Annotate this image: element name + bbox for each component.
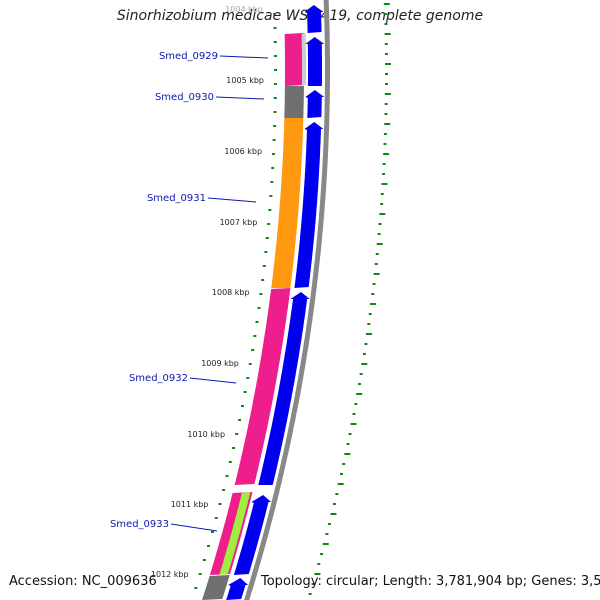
gene-slot-smed-0932: [234, 288, 291, 485]
backbone-ring: [244, 0, 330, 600]
ruler-label: 1010 kbp: [187, 430, 225, 439]
gene-slot-accent-top: [301, 33, 306, 86]
cds-arrow-1: [304, 5, 324, 33]
ruler-label: 1012 kbp: [151, 570, 189, 579]
gene-leader-line: [219, 55, 269, 59]
gene-label-smed-0932: Smed_0932: [129, 373, 188, 384]
ruler-label: 1011 kbp: [171, 500, 209, 509]
ruler-label: 1008 kbp: [212, 288, 250, 297]
cds-arrow-6: [233, 495, 272, 575]
gene-slot-smed-0931: [271, 118, 304, 288]
gene-label-smed-0933: Smed_0933: [110, 519, 169, 530]
topology-text: Topology: circular; Length: 3,781,904 bp…: [261, 574, 600, 589]
ruler-label: 1006 kbp: [224, 147, 262, 156]
cds-arrow-2: [305, 37, 325, 86]
gene-label-smed-0930: Smed_0930: [155, 92, 214, 103]
gene-leader-line: [189, 377, 237, 384]
cds-arrow-4: [294, 122, 324, 288]
ruler-label: 1005 kbp: [226, 76, 264, 85]
gene-slot-smed-0929: [284, 33, 304, 86]
cds-arrow-5: [258, 292, 310, 485]
gene-leader-line: [207, 197, 257, 203]
cds-arrow-7: [226, 578, 249, 600]
ruler-label: 1007 kbp: [220, 218, 258, 227]
ruler-label: 1004 kbp: [225, 5, 263, 14]
gene-leader-line: [215, 96, 265, 100]
gene-slot-next: [202, 575, 230, 600]
gene-label-smed-0929: Smed_0929: [159, 51, 218, 62]
accession-text: Accession: NC_009636: [9, 574, 157, 589]
cds-arrow-3: [305, 90, 325, 118]
genome-title: Sinorhizobium medicae WSM419, complete g…: [116, 8, 484, 24]
gene-label-smed-0931: Smed_0931: [147, 193, 206, 204]
gene-slot-smed-0930: [284, 86, 304, 118]
gene-slot-accent-green: [219, 492, 251, 575]
gene-leader-line: [170, 523, 218, 532]
ruler-label: 1009 kbp: [201, 359, 239, 368]
